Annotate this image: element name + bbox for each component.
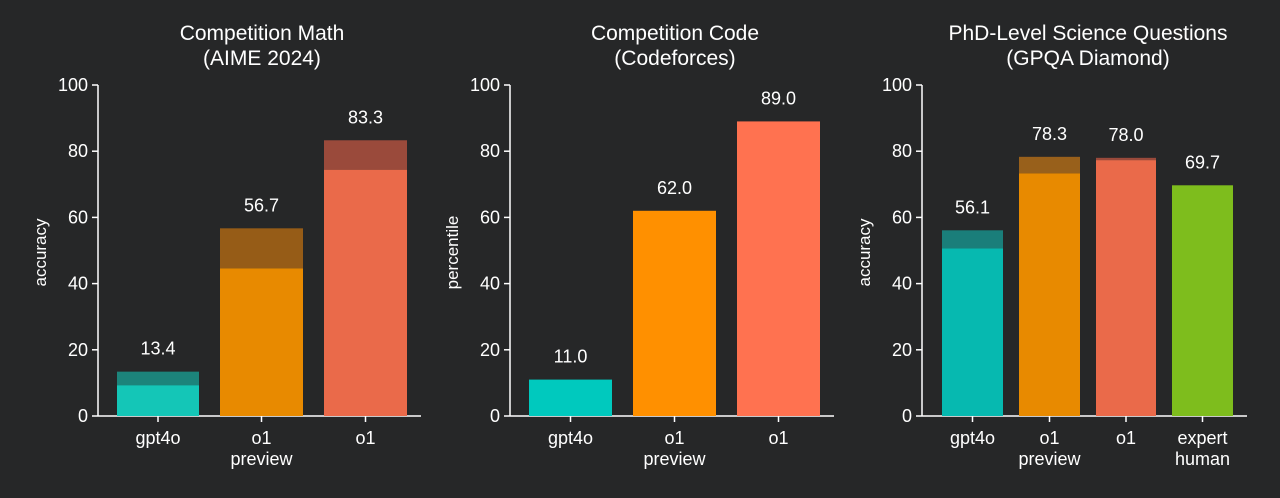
chart-title-line: PhD-Level Science Questions (949, 22, 1228, 45)
y-tick-label: 0 (78, 406, 88, 426)
y-tick-label: 60 (480, 207, 500, 227)
data-label: 56.7 (244, 195, 279, 215)
data-label: 78.3 (1032, 124, 1067, 144)
x-tick-label-line: o1 (355, 428, 375, 448)
bar-top-segment (942, 230, 1003, 249)
y-tick-label: 0 (490, 406, 500, 426)
bar (633, 210, 716, 416)
data-label: 56.1 (955, 197, 990, 217)
bar-top-segment (324, 140, 407, 170)
x-tick-label-line: o1 (251, 428, 271, 448)
chart-title-line: (Codeforces) (614, 47, 735, 70)
chart-title: Competition Math (AIME 2024) (180, 22, 345, 70)
bar (529, 379, 612, 416)
bar (942, 248, 1003, 416)
chart-title-line: Competition Math (180, 22, 345, 45)
y-axis-label: accuracy (855, 218, 874, 287)
chart-title-line: (AIME 2024) (203, 47, 321, 70)
bar (1172, 185, 1233, 416)
y-axis-label: percentile (443, 216, 462, 290)
bar-top-segment (1019, 156, 1080, 174)
bar-top-segment (1096, 157, 1156, 161)
x-tick-label-line: gpt4o (135, 428, 180, 448)
chart-title: PhD-Level Science Questions (GPQA Diamond… (949, 22, 1228, 70)
chart-panel-2: Competition Code (Codeforces) 0 20 40 60 80 100… (443, 22, 834, 469)
x-tick-label: o1 (355, 428, 375, 448)
data-label: 13.4 (140, 339, 175, 359)
data-label: 69.7 (1185, 152, 1220, 172)
bar (1096, 160, 1156, 416)
y-tick-label: 20 (68, 340, 88, 360)
y-tick-label: 60 (892, 207, 912, 227)
data-label: 78.0 (1108, 125, 1143, 145)
y-tick-label: 80 (480, 141, 500, 161)
x-tick-label: o1 preview (643, 428, 706, 469)
y-axis-label: accuracy (31, 218, 50, 287)
y-tick-label: 20 (892, 340, 912, 360)
x-tick-label-line: o1 (1116, 428, 1136, 448)
y-tick-label: 60 (68, 207, 88, 227)
chart-title-line: (GPQA Diamond) (1006, 47, 1169, 70)
y-tick-label: 0 (902, 406, 912, 426)
x-tick-label: gpt4o (950, 428, 995, 448)
x-tick-label-line: human (1175, 449, 1230, 469)
x-tick-label: gpt4o (548, 428, 593, 448)
x-tick-label-line: expert (1177, 428, 1227, 448)
data-label: 89.0 (761, 88, 796, 108)
x-tick-label-line: gpt4o (548, 428, 593, 448)
y-tick-label: 100 (470, 75, 500, 95)
y-tick-label: 40 (892, 274, 912, 294)
x-tick-label: o1 preview (1018, 428, 1081, 469)
y-tick-label: 40 (68, 274, 88, 294)
x-tick-label-line: o1 (664, 428, 684, 448)
x-tick-label-line: gpt4o (950, 428, 995, 448)
x-tick-label-line: o1 (1039, 428, 1059, 448)
y-tick-label: 80 (892, 141, 912, 161)
y-tick-label: 80 (68, 141, 88, 161)
x-tick-label-line: preview (1018, 449, 1081, 469)
x-tick-label-line: o1 (768, 428, 788, 448)
chart-panel-1: Competition Math (AIME 2024) 0 20 40 60 80 100 a… (31, 22, 421, 469)
x-tick-label-line: preview (643, 449, 706, 469)
data-label: 11.0 (554, 347, 588, 367)
y-tick-label: 100 (882, 75, 912, 95)
bar (737, 121, 820, 416)
x-tick-label: o1 (1116, 428, 1136, 448)
x-tick-label: o1 preview (230, 428, 293, 469)
y-tick-label: 100 (58, 75, 88, 95)
bar-top-segment (220, 228, 303, 269)
bar (220, 268, 303, 416)
chart-panel-3: PhD-Level Science Questions (GPQA Diamond… (855, 22, 1247, 469)
x-tick-label-line: preview (230, 449, 293, 469)
y-tick-label: 40 (480, 274, 500, 294)
bar (117, 385, 199, 416)
y-tick-label: 20 (480, 340, 500, 360)
x-tick-label: expert human (1175, 428, 1230, 469)
bar (1019, 173, 1080, 416)
chart-title: Competition Code (Codeforces) (591, 22, 759, 70)
chart-title-line: Competition Code (591, 22, 759, 45)
x-tick-label: o1 (768, 428, 788, 448)
data-label: 83.3 (348, 107, 383, 127)
bar-top-segment (117, 371, 199, 386)
data-label: 62.0 (657, 178, 692, 198)
bar (324, 169, 407, 416)
x-tick-label: gpt4o (135, 428, 180, 448)
